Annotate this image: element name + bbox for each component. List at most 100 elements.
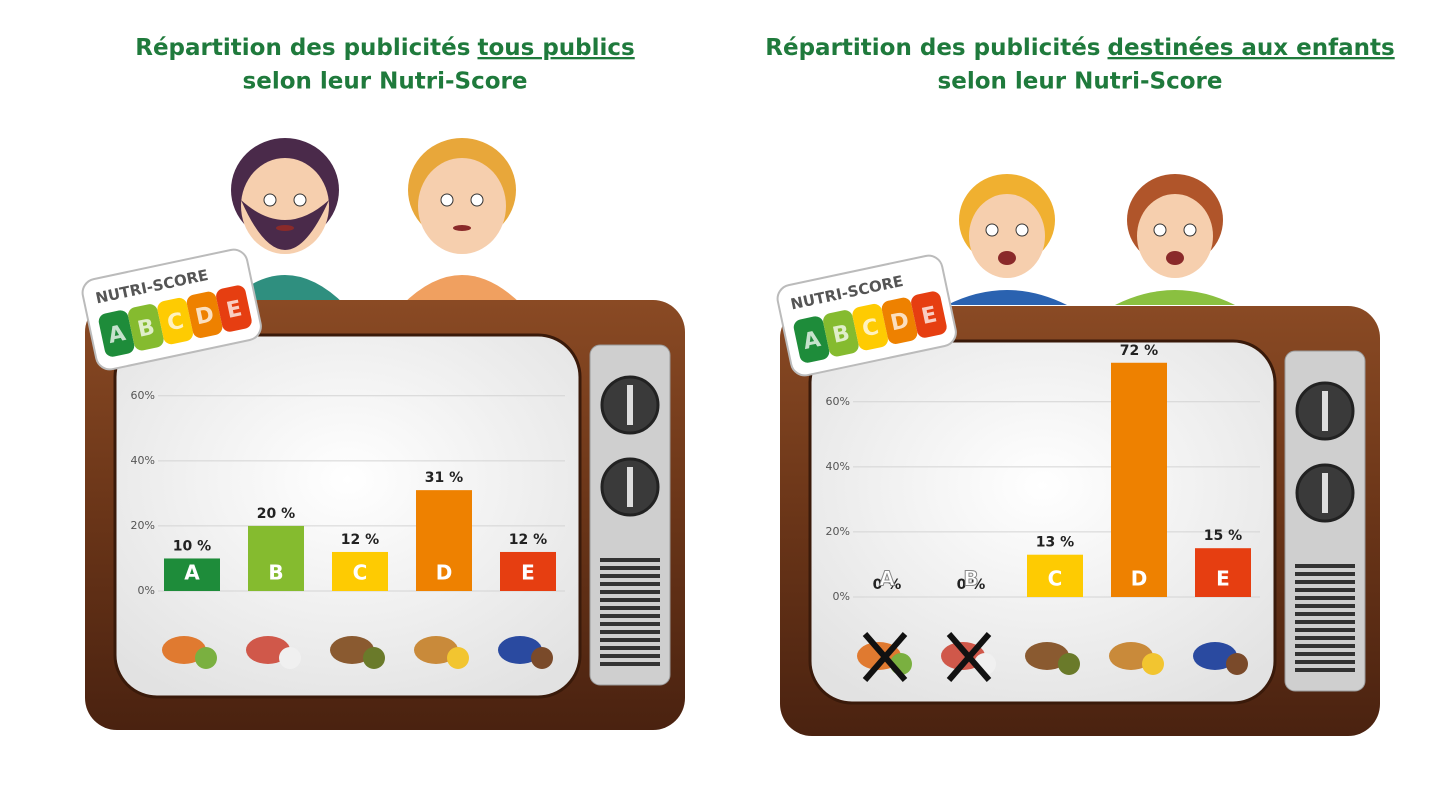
category-label: B	[963, 567, 978, 591]
badge-cell	[128, 304, 164, 351]
badge-letter: C	[165, 309, 186, 337]
cross-out	[862, 632, 908, 682]
value-label: 12 %	[509, 532, 547, 548]
title-highlight: tous publics	[477, 35, 634, 61]
badge-letter: C	[860, 315, 881, 343]
chart-title: Répartition des publicités tous publics	[135, 35, 634, 61]
category-label: E	[521, 561, 535, 585]
badge-cell	[98, 310, 135, 357]
person-eye	[263, 193, 277, 207]
title-highlight: destinées aux enfants	[1108, 35, 1395, 61]
food-icon	[363, 647, 385, 669]
value-label: 0 %	[873, 577, 902, 593]
food-icon	[531, 647, 553, 669]
food-icon	[330, 636, 374, 664]
person-eye	[1015, 223, 1029, 237]
bar	[416, 490, 472, 591]
badge-letter: D	[888, 308, 911, 336]
person-eye	[470, 193, 484, 207]
badge-letter: B	[830, 321, 852, 349]
person-face	[969, 194, 1045, 278]
y-tick-label: 0%	[833, 590, 850, 603]
food-icon	[1025, 642, 1069, 670]
value-label: 31 %	[425, 470, 463, 486]
badge-letter: A	[801, 327, 823, 355]
bar	[1027, 554, 1083, 597]
food-icon	[1142, 653, 1164, 675]
bar	[164, 558, 220, 591]
value-label: 12 %	[341, 532, 379, 548]
person-face	[418, 158, 506, 254]
badge-letter: E	[224, 296, 244, 324]
badge-cell	[793, 316, 830, 363]
y-tick-label: 20%	[131, 519, 155, 532]
food-icon	[1058, 653, 1080, 675]
y-tick-label: 40%	[826, 460, 850, 473]
category-label: E	[1216, 567, 1230, 591]
bar	[1195, 548, 1251, 597]
person-mouth	[1166, 251, 1184, 265]
person-eye	[1183, 223, 1197, 237]
title-text: Répartition des publicités	[765, 35, 1100, 61]
food-icon	[246, 636, 290, 664]
value-label: 15 %	[1204, 528, 1242, 544]
y-tick-label: 60%	[131, 389, 155, 402]
badge-letter: A	[106, 321, 128, 349]
badge-cell	[216, 285, 252, 332]
food-icon	[1226, 653, 1248, 675]
badge-cell	[823, 310, 859, 357]
bar	[1111, 362, 1167, 597]
category-label: C	[353, 561, 368, 585]
badge-letter: B	[135, 315, 157, 343]
person-eye	[293, 193, 307, 207]
person-body	[402, 275, 522, 305]
bar	[332, 551, 388, 591]
value-label: 13 %	[1036, 535, 1074, 551]
title-text: Répartition des publicités	[135, 35, 470, 61]
food-icon	[1193, 642, 1237, 670]
chart-title: Répartition des publicités destinées aux …	[765, 35, 1394, 61]
chart-subtitle: selon leur Nutri-Score	[243, 69, 528, 95]
y-tick-label: 0%	[138, 584, 155, 597]
badge-cell	[186, 291, 223, 338]
category-label: A	[184, 561, 200, 585]
cross-out	[946, 632, 992, 682]
food-icon	[162, 636, 206, 664]
badge-cell	[881, 297, 918, 344]
category-label: A	[879, 567, 895, 591]
badge-letter: E	[919, 302, 939, 330]
badge-cell	[157, 297, 193, 345]
person-eye	[440, 193, 454, 207]
value-label: 20 %	[257, 506, 295, 522]
person-mouth	[998, 251, 1016, 265]
food-icon	[195, 647, 217, 669]
bar	[500, 551, 556, 591]
category-label: D	[1131, 567, 1148, 591]
food-icon	[498, 636, 542, 664]
value-label: 0 %	[957, 577, 986, 593]
badge-letter: D	[193, 302, 216, 330]
person-mouth	[453, 225, 471, 231]
y-tick-label: 40%	[131, 454, 155, 467]
y-tick-label: 60%	[826, 395, 850, 408]
tv-screen	[113, 333, 582, 699]
person-mouth	[276, 225, 294, 231]
person-body	[1115, 290, 1235, 305]
person-face	[1137, 194, 1213, 278]
food-icon	[414, 636, 458, 664]
person-eye	[1153, 223, 1167, 237]
badge-cell	[852, 303, 888, 351]
food-icon	[279, 647, 301, 669]
bar	[248, 525, 304, 591]
y-tick-label: 20%	[826, 525, 850, 538]
chart-subtitle: selon leur Nutri-Score	[938, 69, 1223, 95]
value-label: 10 %	[173, 538, 211, 554]
category-label: D	[436, 561, 453, 585]
food-icon	[1109, 642, 1153, 670]
value-label: 72 %	[1120, 343, 1158, 359]
person-eye	[985, 223, 999, 237]
badge-cell	[911, 291, 947, 338]
